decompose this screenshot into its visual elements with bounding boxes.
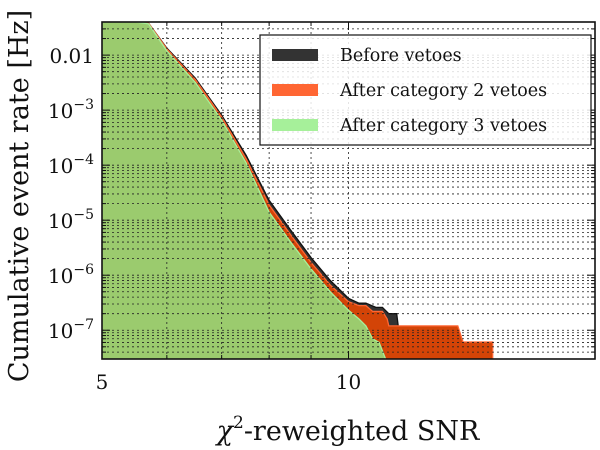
y-tick-label: 10−7: [48, 317, 94, 343]
y-tick-label: 10−4: [48, 152, 94, 178]
x-axis-label-superscript: 2: [233, 413, 244, 433]
y-tick-label-base: 10: [48, 99, 73, 123]
y-tick-label-exponent: −4: [73, 152, 94, 168]
y-tick-label-exponent: −7: [73, 317, 94, 333]
x-axis-label-symbol: χ: [215, 416, 235, 447]
legend: Before vetoes After category 2 vetoes Afte…: [259, 34, 592, 146]
y-tick-label-exponent: −6: [73, 262, 94, 278]
x-axis-label: χ2-reweighted SNR: [215, 413, 480, 447]
y-tick-label-base: 10: [48, 209, 73, 233]
y-tick-label: 10−5: [48, 207, 94, 233]
y-tick-label-exponent: −3: [73, 97, 94, 113]
plot-frame: [101, 21, 596, 360]
area-after-category-3-vetoes: [102, 22, 387, 359]
x-tick-label: 10: [336, 370, 361, 394]
legend-label: After category 2 vetoes: [339, 81, 547, 101]
y-tick-label-base: 10: [48, 264, 73, 288]
legend-label: After category 3 vetoes: [339, 116, 547, 136]
x-tick-labels: 5 10: [96, 370, 362, 394]
y-tick-label-exponent: −5: [73, 207, 94, 223]
y-tick-label: 0.01: [49, 44, 94, 68]
x-tick-label: 5: [96, 370, 109, 394]
y-tick-label: 10−3: [48, 97, 94, 123]
legend-swatch: [272, 84, 318, 96]
legend-swatch: [272, 49, 318, 61]
y-tick-label-base: 10: [48, 319, 73, 343]
y-tick-label: 10−6: [48, 262, 94, 288]
x-axis-label-text: -reweighted SNR: [244, 416, 480, 447]
y-axis-label: Cumulative event rate [Hz]: [4, 10, 35, 382]
y-tick-label-base: 10: [48, 154, 73, 178]
legend-swatch: [272, 119, 318, 131]
legend-label: Before vetoes: [340, 46, 462, 66]
